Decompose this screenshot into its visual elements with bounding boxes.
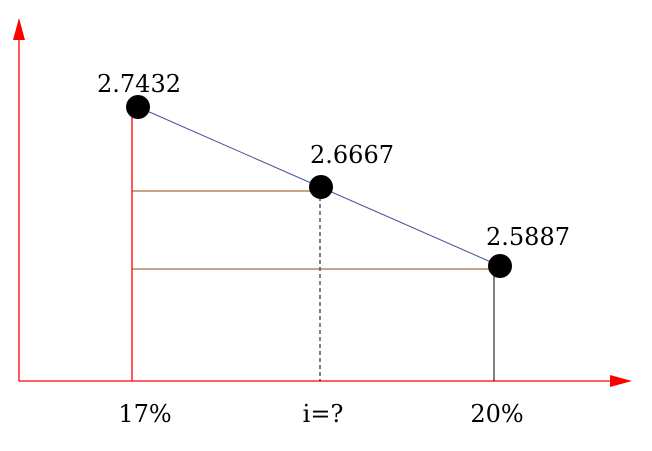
point-3 xyxy=(488,254,512,278)
x-label-unknown: i=? xyxy=(303,400,344,428)
x-axis-arrow xyxy=(610,375,632,387)
x-label-20: 20% xyxy=(470,400,523,428)
point-2-label: 2.6667 xyxy=(310,141,394,169)
point-1 xyxy=(126,95,150,119)
x-label-17: 17% xyxy=(118,400,171,428)
point-3-label: 2.5887 xyxy=(486,223,570,251)
point-1-label: 2.7432 xyxy=(97,70,181,98)
y-axis-arrow xyxy=(13,18,25,40)
point-2 xyxy=(309,175,333,199)
